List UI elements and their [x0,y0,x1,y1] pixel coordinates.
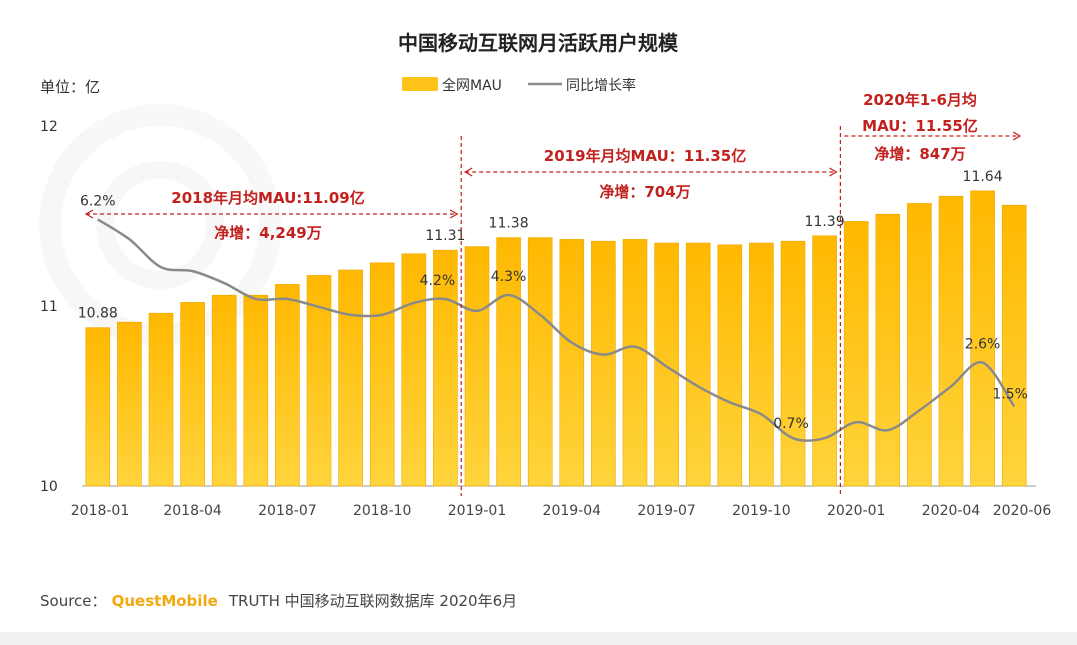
annotation-text: MAU：11.55亿 [862,117,978,135]
x-tick-label: 2019-04 [543,503,602,519]
chart-title: 中国移动互联网月活跃用户规模 [398,31,679,55]
bar-2020-04 [938,195,964,487]
bar-2019-12 [812,235,837,487]
bar-2020-05 [970,190,995,487]
rate-line-series [97,218,1016,442]
bar-2018-06 [243,294,269,487]
bar-2020-06 [1001,204,1027,487]
source-brand: QuestMobile [112,592,218,610]
bar-2018-12 [433,249,458,487]
y-tick-label: 10 [40,479,58,495]
x-tick-label: 2019-01 [448,503,507,519]
source-line: Source： QuestMobile TRUTH 中国移动互联网数据库 202… [40,591,517,610]
period-arrow-head [84,209,94,219]
bar-2018-09 [338,269,363,487]
period-arrow-head [449,209,459,219]
annotation-text: 净增：704万 [599,183,690,201]
rate-line [97,218,1016,442]
bar-2019-08 [685,242,711,487]
bar-2020-01 [843,221,869,487]
bar-2019-11 [780,240,806,487]
rate-value-label: 0.7% [773,416,809,432]
bar-2019-07 [654,242,679,487]
bar-2018-04 [180,302,205,487]
bar-2019-10 [749,242,774,487]
rate-value-label: 4.3% [491,269,527,285]
unit-label: 单位：亿 [40,78,100,96]
annotation-text: 净增：847万 [874,145,965,163]
annotation-text: 2020年1-6月均 [863,91,977,109]
x-tick-label: 2020-04 [922,503,981,519]
bar-value-label: 11.39 [805,214,845,230]
bottom-strip [0,632,1077,645]
bar-2018-10 [369,262,395,487]
bar-value-label: 11.38 [489,216,529,232]
bar-2018-01 [85,327,111,487]
annotation-text: 2018年月均MAU:11.09亿 [171,189,364,207]
legend: 全网MAU 同比增长率 [402,77,636,94]
annotation-text: 2019年月均MAU：11.35亿 [544,147,746,165]
bar-2018-03 [148,312,174,487]
bar-value-label: 11.64 [963,169,1003,185]
x-axis: 2018-01 2018-04 2018-07 2018-10 2019-01 2019-… [71,503,1052,519]
legend-bar-swatch [402,77,438,91]
rate-value-label: 6.2% [80,193,116,209]
source-rest: TRUTH 中国移动互联网数据库 2020年6月 [228,592,517,610]
x-tick-label: 2018-07 [258,503,317,519]
x-tick-label: 2019-10 [732,503,791,519]
rate-value-label: 4.2% [420,273,456,289]
x-tick-label: 2019-07 [637,503,696,519]
bar-2019-05 [591,240,616,487]
bar-2018-02 [117,321,142,487]
legend-bar-label: 全网MAU [442,77,502,94]
x-tick-label: 2018-10 [353,503,412,519]
x-tick-label: 2020-01 [827,503,886,519]
bar-2019-09 [717,244,743,487]
rate-value-label: 1.5% [992,386,1028,402]
x-tick-label: 2020-06 [993,503,1052,519]
legend-line-label: 同比增长率 [566,77,636,94]
rate-value-label: 2.6% [965,337,1001,353]
bar-2020-02 [875,213,901,487]
bar-2019-02 [496,237,521,487]
bar-2018-07 [275,284,300,487]
source-prefix: Source： [40,592,107,610]
y-tick-label: 11 [40,299,58,315]
bar-2019-06 [622,239,648,487]
bar-2019-04 [559,239,585,487]
bar-2018-11 [401,253,427,487]
bar-series [85,190,1027,487]
bar-value-label: 11.31 [425,228,465,244]
x-tick-label: 2018-04 [163,503,222,519]
rate-value-labels: 6.2% 4.2% 4.3% 0.7% 2.6% 1.5% [80,193,1028,432]
period-arrow-head [463,167,473,177]
y-tick-label: 12 [40,119,58,135]
bar-2018-08 [306,275,332,487]
x-tick-label: 2018-01 [71,503,130,519]
period-arrow-head [1012,131,1022,141]
bar-2020-03 [907,203,932,487]
bar-value-labels: 10.88 11.31 11.38 11.39 11.64 [78,169,1003,322]
bar-value-label: 10.88 [78,306,118,322]
bar-2018-05 [211,294,237,487]
bar-2019-03 [527,237,553,487]
period-arrow-head [829,167,838,177]
annotation-text: 净增：4,249万 [214,224,321,242]
bar-2019-01 [464,246,490,487]
